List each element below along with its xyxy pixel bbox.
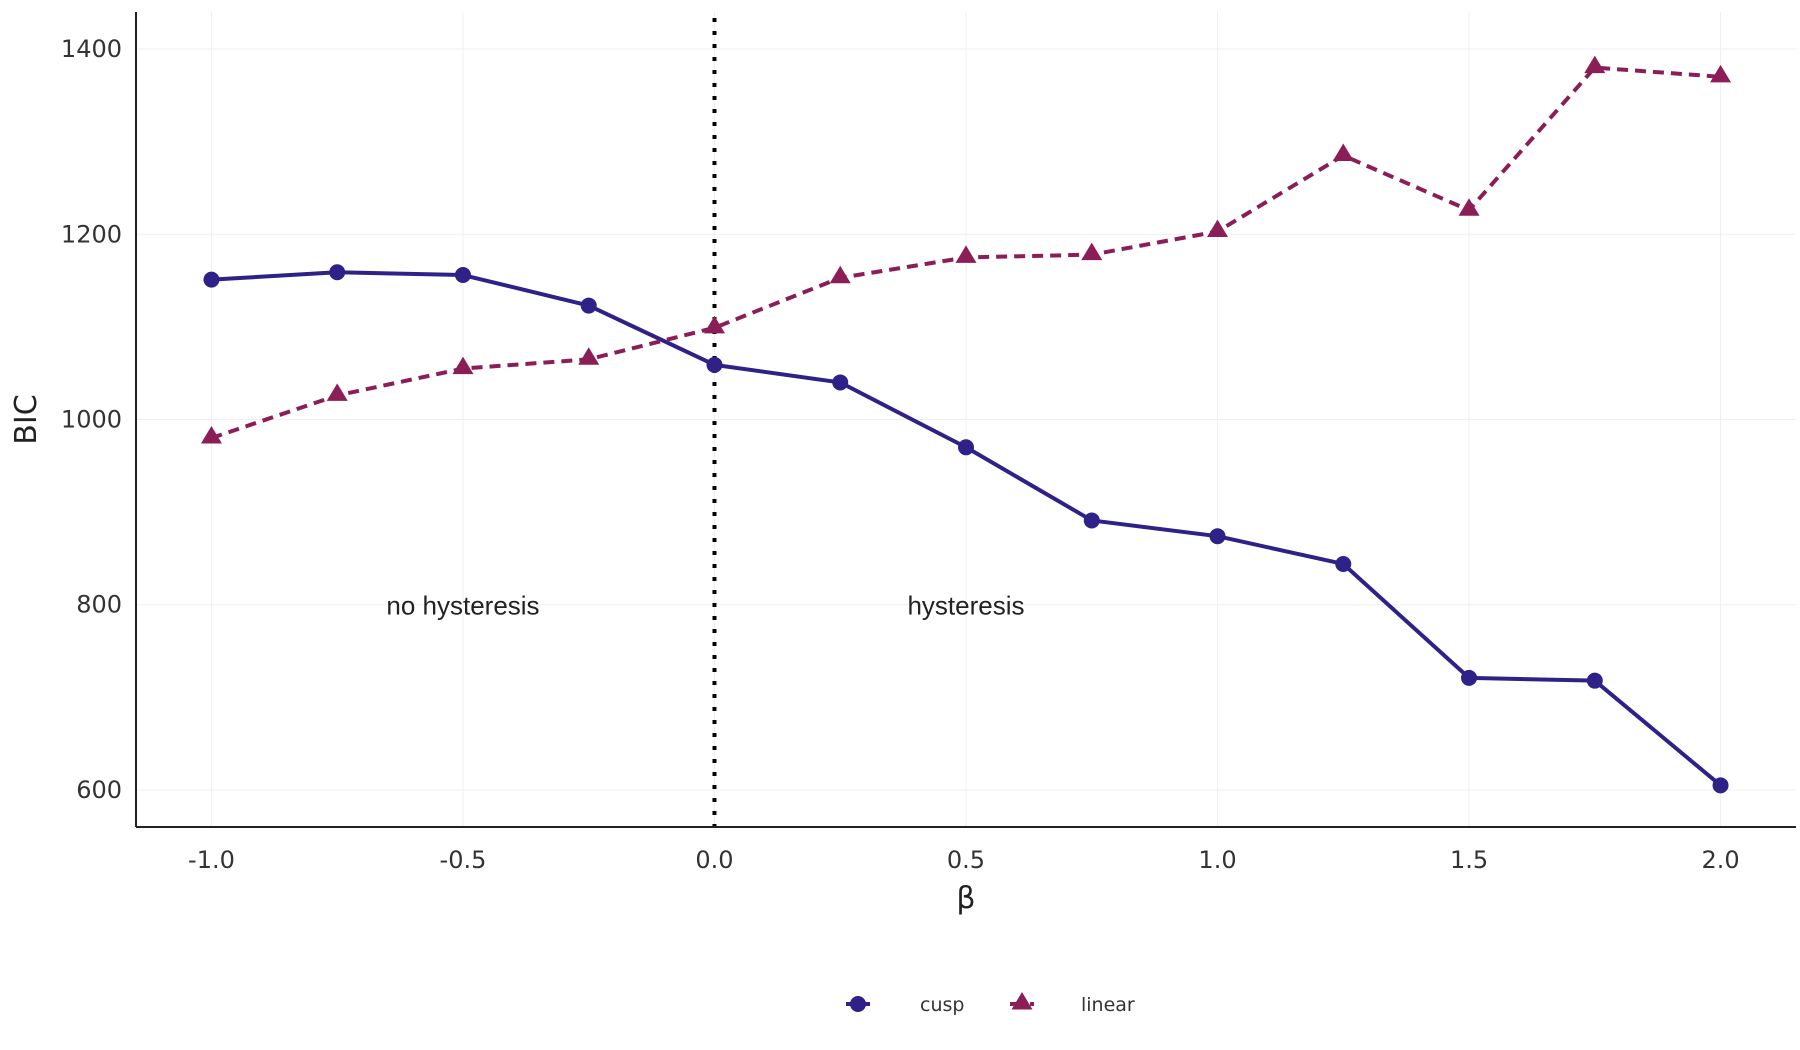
point-cusp-6 [958, 439, 974, 456]
y-tick-label-800: 800 [76, 591, 122, 619]
point-cusp-9 [1335, 555, 1352, 572]
y-tick-label-1400: 1400 [61, 35, 122, 63]
point-cusp-0 [203, 271, 220, 288]
legend-linear-label: linear [1081, 994, 1135, 1016]
point-linear-7 [1081, 242, 1103, 261]
legend-linear-triangle-icon [1011, 992, 1033, 1010]
point-linear-1 [326, 383, 348, 401]
grid [136, 12, 1796, 827]
x-tick-label-1-5: 1.5 [1450, 846, 1488, 874]
y-tick-label-1200: 1200 [61, 220, 122, 248]
x-tick-label-0-0: 0.0 [695, 846, 733, 874]
point-linear-10 [1458, 198, 1480, 216]
legend-cusp-circle-icon [850, 996, 866, 1012]
point-linear-2 [452, 356, 474, 375]
point-cusp-4 [706, 356, 723, 373]
series-linear [200, 55, 1732, 444]
point-cusp-1 [329, 264, 346, 281]
y-tick-label-1000: 1000 [61, 406, 122, 434]
point-linear-9 [1332, 143, 1354, 162]
point-cusp-2 [454, 267, 471, 284]
x-tick-label-0-5: -0.5 [440, 846, 487, 874]
legend-cusp-label: cusp [920, 994, 964, 1016]
y-tick-label-600: 600 [76, 776, 122, 804]
point-linear-4 [703, 315, 725, 334]
y-axis-title: BIC [9, 394, 44, 444]
x-axis-title: β [956, 881, 975, 916]
x-tick-label-1-0: 1.0 [1198, 846, 1236, 874]
legend-item-cusp: cusp [846, 994, 964, 1016]
x-tick-label-0-5: 0.5 [947, 846, 985, 874]
legend-item-linear: linear [1010, 992, 1135, 1016]
annotation-hysteresis: hysteresis [907, 591, 1024, 621]
point-cusp-10 [1461, 669, 1478, 686]
tick-labels: 600 800 1000 1200 1400 -1.0 -0.5 0.0 0.5 1.0 1.5 2.… [61, 35, 1740, 874]
series-layer [200, 55, 1732, 794]
point-linear-8 [1207, 219, 1229, 237]
series-cusp [203, 264, 1729, 794]
point-cusp-3 [580, 297, 597, 314]
annotation-no-hysteresis: no hysteresis [386, 591, 539, 621]
point-linear-12 [1710, 64, 1732, 83]
point-linear-0 [200, 426, 222, 444]
annotations: no hysteresis hysteresis [386, 591, 1024, 621]
point-cusp-8 [1209, 528, 1226, 545]
point-linear-11 [1584, 55, 1606, 74]
point-linear-3 [578, 347, 600, 365]
axes [135, 12, 1796, 828]
point-cusp-11 [1586, 672, 1603, 689]
x-tick-label-1-0: -1.0 [188, 846, 235, 874]
point-linear-5 [829, 265, 851, 284]
point-cusp-5 [832, 374, 849, 391]
legend: cusp linear [846, 992, 1135, 1016]
x-tick-label-2-0: 2.0 [1701, 846, 1739, 874]
point-cusp-7 [1083, 512, 1100, 529]
point-linear-6 [955, 245, 977, 263]
point-cusp-12 [1712, 777, 1729, 794]
